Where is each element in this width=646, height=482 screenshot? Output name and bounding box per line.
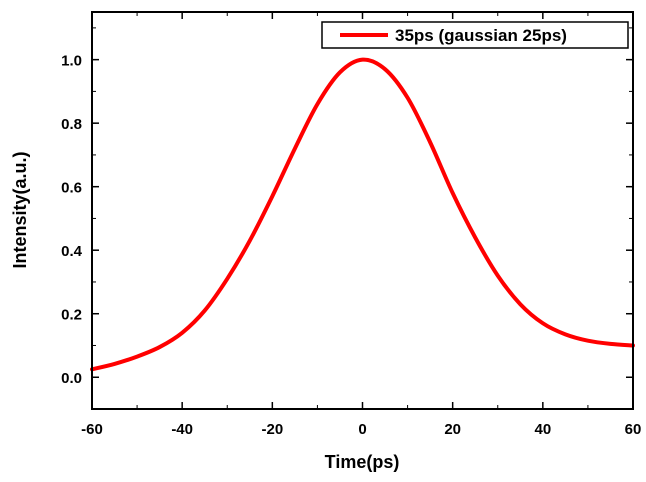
y-tick-label: 0.0 [61,370,82,387]
x-tick-label: 0 [358,421,366,438]
series-line [90,57,635,372]
x-axis-label: Time(ps) [325,452,400,472]
x-axis-ticks: -60 -40 -20 0 20 40 60 [81,12,641,438]
y-tick-label: 0.2 [61,307,82,324]
x-tick-label: 40 [534,421,551,438]
y-tick-label: 0.4 [61,243,83,260]
plot-frame [91,11,634,410]
y-tick-label: 1.0 [61,53,82,70]
x-tick-label: -20 [261,421,283,438]
x-tick-label: 20 [444,421,461,438]
y-tick-label: 0.6 [61,180,82,197]
series-layer [90,57,635,372]
y-tick-label: 0.8 [61,116,82,133]
legend: 35ps (gaussian 25ps) [321,21,629,49]
x-tick-label: -40 [171,421,193,438]
x-tick-label: 60 [625,421,642,438]
x-tick-label: -60 [81,421,103,438]
legend-label: 35ps (gaussian 25ps) [395,26,567,45]
y-axis-label: Intensity(a.u.) [10,151,30,268]
